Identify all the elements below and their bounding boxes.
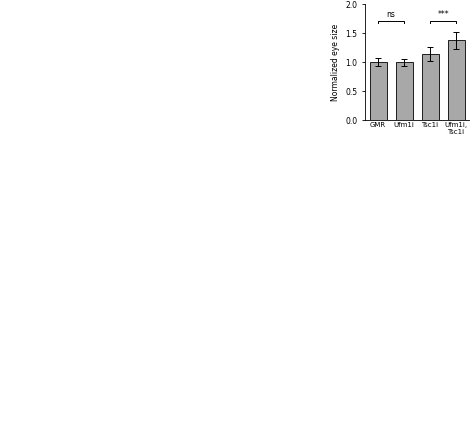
Y-axis label: Normalized eye size: Normalized eye size bbox=[331, 24, 340, 101]
Text: ns: ns bbox=[387, 10, 396, 19]
Bar bbox=[422, 54, 438, 120]
Bar bbox=[396, 62, 412, 120]
Bar bbox=[370, 62, 387, 120]
Bar bbox=[447, 40, 465, 120]
Text: ***: *** bbox=[438, 10, 449, 19]
